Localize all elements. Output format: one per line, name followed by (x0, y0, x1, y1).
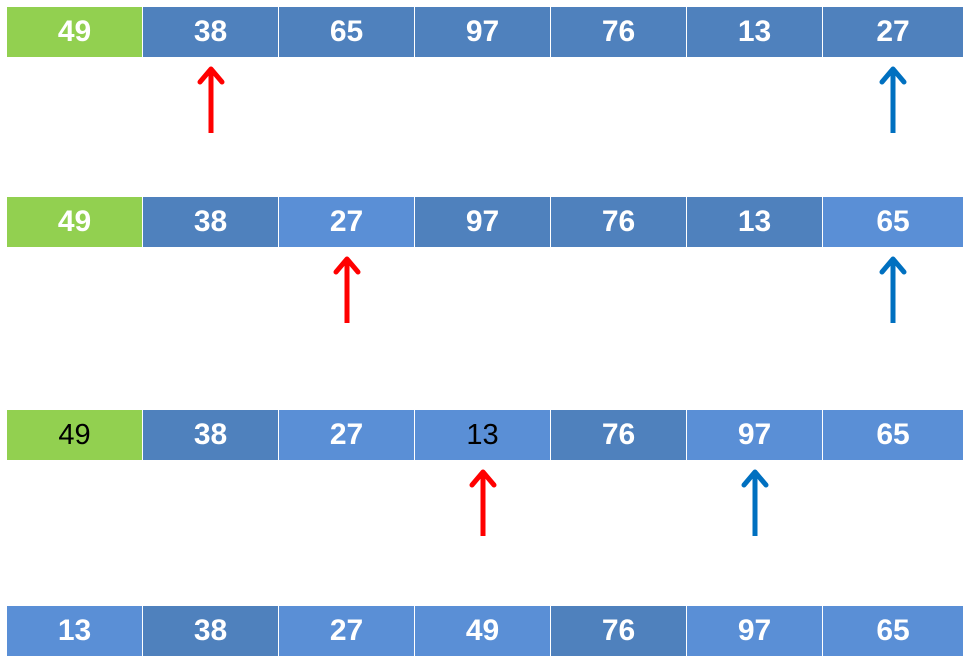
array-cell: 76 (551, 410, 687, 460)
array-row-3: 49 38 27 13 76 97 65 (7, 410, 963, 460)
high-pointer-arrow-icon (879, 66, 907, 133)
array-cell: 27 (279, 410, 415, 460)
array-cell: 49 (415, 606, 551, 656)
array-cell: 38 (143, 7, 279, 57)
pivot-cell: 49 (7, 410, 143, 460)
pivot-cell: 49 (7, 7, 143, 57)
array-cell: 38 (143, 410, 279, 460)
array-row-4: 13 38 27 49 76 97 65 (7, 606, 963, 656)
array-cell: 27 (279, 197, 415, 247)
array-cell: 76 (551, 7, 687, 57)
high-pointer-arrow-icon (879, 256, 907, 323)
array-cell: 97 (415, 197, 551, 247)
low-pointer-arrow-icon (469, 469, 497, 536)
array-row-2: 49 38 27 97 76 13 65 (7, 197, 963, 247)
high-pointer-arrow-icon (741, 469, 769, 536)
array-cell: 97 (687, 410, 823, 460)
array-cell: 27 (279, 606, 415, 656)
array-cell: 97 (415, 7, 551, 57)
array-cell: 65 (279, 7, 415, 57)
array-cell: 13 (7, 606, 143, 656)
array-cell: 76 (551, 606, 687, 656)
low-pointer-arrow-icon (197, 66, 225, 133)
array-cell: 65 (823, 410, 963, 460)
array-cell: 27 (823, 7, 963, 57)
array-row-1: 49 38 65 97 76 13 27 (7, 7, 963, 57)
low-pointer-arrow-icon (333, 256, 361, 323)
array-cell: 13 (415, 410, 551, 460)
array-cell: 38 (143, 606, 279, 656)
pivot-cell: 49 (7, 197, 143, 247)
array-cell: 65 (823, 606, 963, 656)
array-cell: 13 (687, 197, 823, 247)
array-cell: 38 (143, 197, 279, 247)
array-cell: 97 (687, 606, 823, 656)
array-cell: 76 (551, 197, 687, 247)
array-cell: 13 (687, 7, 823, 57)
array-cell: 65 (823, 197, 963, 247)
